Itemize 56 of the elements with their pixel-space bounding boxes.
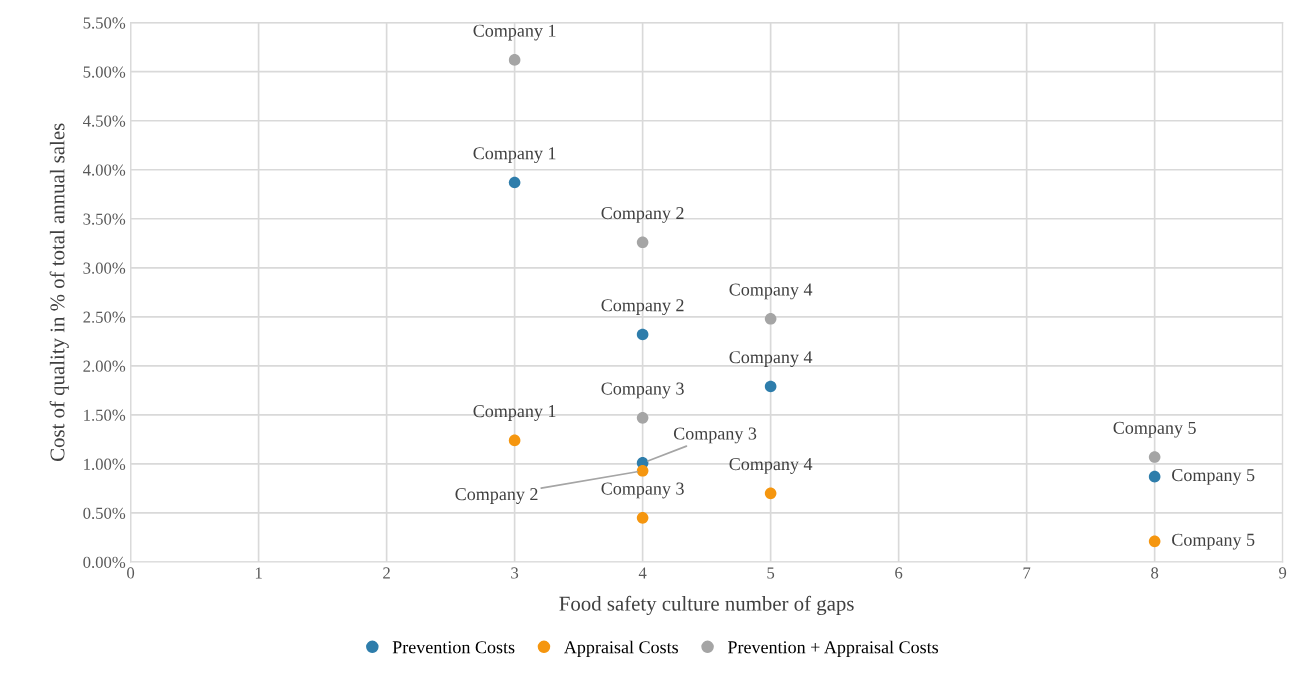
x-tick-label: 3 — [511, 567, 519, 579]
x-tick-label: 7 — [1023, 567, 1031, 579]
x-tick-label: 4 — [638, 567, 647, 579]
point — [508, 54, 521, 66]
annotation: Company 1 — [473, 405, 556, 421]
y-tick-label: 1.00% — [84, 458, 126, 470]
annotation: Company 3 — [673, 427, 757, 444]
annotation: Company 5 — [1172, 533, 1255, 550]
y-axis-title: Cost of quality in % of total annual sales — [49, 123, 69, 461]
x-tick-label: 2 — [383, 567, 390, 579]
annotation: Company 2 — [601, 299, 684, 316]
x-tick-label: 0 — [127, 567, 135, 579]
point — [764, 312, 777, 325]
point — [636, 236, 649, 249]
annotation: Company 1 — [473, 147, 556, 164]
legend-label: Prevention Costs — [392, 641, 515, 654]
x-tick-label: 1 — [255, 567, 262, 579]
legend-label: Appraisal Costs — [564, 640, 679, 658]
point — [508, 434, 521, 447]
legend-label: Prevention + Appraisal Costs — [727, 640, 939, 658]
y-tick-label: 4.50% — [83, 115, 126, 127]
annotation: Company 4 — [729, 283, 813, 300]
y-tick-label: 5.00% — [83, 66, 126, 78]
annotation: Company 3 — [601, 482, 684, 499]
annotation: Company 4 — [729, 458, 813, 474]
annotation: Company 2 — [455, 488, 538, 504]
y-tick-label: 2.00% — [83, 360, 126, 372]
point — [764, 380, 777, 393]
x-tick-label: 5 — [767, 567, 775, 579]
annotation: Company 5 — [1113, 421, 1196, 438]
y-tick-label: 0.00% — [83, 556, 126, 568]
point — [508, 176, 521, 189]
x-tick-label: 8 — [1151, 567, 1159, 579]
annotation: Company 2 — [601, 207, 684, 223]
y-tick-label: 3.00% — [83, 262, 126, 274]
point — [1148, 470, 1161, 483]
y-tick-label: 1.50% — [84, 409, 126, 421]
annotation: Company 5 — [1172, 468, 1255, 485]
x-tick-label: 9 — [1279, 567, 1287, 579]
point — [636, 464, 649, 477]
y-tick-label: 2.50% — [83, 311, 126, 323]
point — [636, 512, 649, 524]
annotation: Company 4 — [729, 351, 813, 368]
x-tick-label: 6 — [895, 567, 903, 579]
point — [636, 412, 649, 424]
point — [764, 487, 777, 500]
x-axis-title: Food safety culture number of gaps — [559, 595, 854, 615]
y-tick-label: 4.00% — [83, 164, 126, 176]
point — [1148, 451, 1161, 463]
y-tick-label: 3.50% — [83, 213, 126, 225]
y-tick-label: 0.50% — [83, 507, 126, 519]
point — [636, 328, 649, 341]
point — [1148, 535, 1161, 548]
annotation: Company 1 — [473, 24, 556, 41]
y-tick-label: 5.50% — [83, 17, 126, 29]
annotation: Company 3 — [601, 382, 684, 399]
